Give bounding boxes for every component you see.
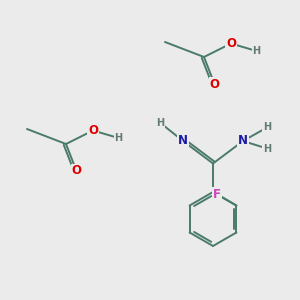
Text: H: H <box>114 133 123 143</box>
Text: N: N <box>178 134 188 148</box>
Text: H: H <box>156 118 165 128</box>
Text: O: O <box>209 77 220 91</box>
Text: H: H <box>263 143 271 154</box>
Text: O: O <box>71 164 82 178</box>
Text: O: O <box>226 37 236 50</box>
Text: O: O <box>88 124 98 137</box>
Text: H: H <box>263 122 271 133</box>
Text: H: H <box>252 46 261 56</box>
Text: F: F <box>213 188 221 201</box>
Text: N: N <box>238 134 248 148</box>
